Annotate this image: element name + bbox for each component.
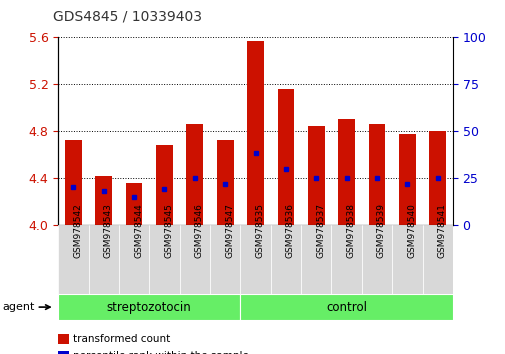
Text: transformed count: transformed count (73, 334, 170, 344)
Text: streptozotocin: streptozotocin (107, 301, 191, 314)
Bar (186, 124, 203, 225)
Bar (149, 225, 179, 294)
Text: GSM978537: GSM978537 (316, 203, 325, 258)
Bar (270, 225, 300, 294)
Bar (368, 124, 385, 225)
Text: GSM978538: GSM978538 (346, 203, 355, 258)
Text: GSM978545: GSM978545 (164, 203, 173, 258)
Text: control: control (325, 301, 367, 314)
Text: GSM978547: GSM978547 (225, 203, 234, 258)
Text: GSM978539: GSM978539 (376, 203, 385, 258)
Bar (307, 126, 324, 225)
Bar (88, 225, 119, 294)
Text: GSM978544: GSM978544 (134, 203, 143, 258)
Bar (58, 225, 88, 294)
Bar (277, 89, 294, 225)
Text: GSM978540: GSM978540 (407, 203, 416, 258)
Bar (240, 225, 270, 294)
Text: GSM978541: GSM978541 (437, 203, 446, 258)
Bar (217, 141, 233, 225)
Bar (247, 41, 264, 225)
Text: agent: agent (3, 302, 35, 312)
Text: GDS4845 / 10339403: GDS4845 / 10339403 (53, 9, 201, 23)
Text: GSM978535: GSM978535 (255, 203, 264, 258)
Text: GSM978542: GSM978542 (73, 203, 82, 258)
Text: percentile rank within the sample: percentile rank within the sample (73, 351, 249, 354)
Bar (398, 135, 415, 225)
Bar (422, 225, 452, 294)
Bar (240, 294, 452, 320)
Bar (156, 145, 173, 225)
Bar (179, 225, 210, 294)
Bar (126, 183, 142, 225)
Bar (95, 176, 112, 225)
Bar (391, 225, 422, 294)
Bar (429, 131, 445, 225)
Bar (300, 225, 331, 294)
Bar (361, 225, 391, 294)
Bar (65, 141, 82, 225)
Text: GSM978543: GSM978543 (104, 203, 113, 258)
Text: GSM978546: GSM978546 (194, 203, 204, 258)
Bar (331, 225, 361, 294)
Bar (58, 294, 240, 320)
Bar (337, 119, 355, 225)
Bar (119, 225, 149, 294)
Text: GSM978536: GSM978536 (285, 203, 294, 258)
Bar (210, 225, 240, 294)
